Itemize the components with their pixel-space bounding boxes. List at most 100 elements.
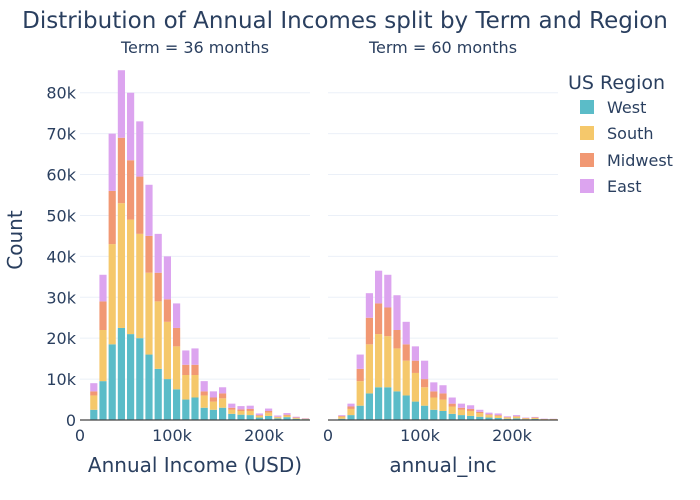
bar-1-west-0[interactable]	[338, 418, 346, 420]
bar-1-midwest-16[interactable]	[485, 414, 493, 416]
bar-0-west-7[interactable]	[154, 368, 162, 420]
bar-0-south-10[interactable]	[182, 375, 190, 400]
bar-1-west-9[interactable]	[421, 405, 429, 420]
bar-1-east-14[interactable]	[467, 405, 475, 409]
bar-0-west-4[interactable]	[127, 334, 135, 420]
bar-0-midwest-11[interactable]	[191, 364, 199, 375]
bar-1-south-6[interactable]	[393, 348, 401, 392]
bar-0-south-1[interactable]	[99, 330, 107, 382]
bar-1-midwest-10[interactable]	[430, 391, 438, 398]
bar-0-east-13[interactable]	[209, 391, 217, 398]
bar-0-south-14[interactable]	[219, 398, 227, 408]
bar-1-east-17[interactable]	[494, 413, 502, 416]
bar-0-midwest-8[interactable]	[163, 299, 171, 322]
bar-0-east-0[interactable]	[90, 383, 98, 392]
bar-1-midwest-9[interactable]	[421, 379, 429, 388]
bar-0-east-5[interactable]	[136, 121, 144, 177]
bar-0-east-20[interactable]	[274, 415, 282, 417]
bar-1-east-16[interactable]	[485, 412, 493, 415]
bar-1-east-4[interactable]	[375, 270, 383, 304]
bar-1-west-11[interactable]	[439, 411, 447, 420]
bar-0-west-15[interactable]	[228, 413, 236, 420]
bar-0-south-4[interactable]	[127, 219, 135, 335]
bar-1-east-8[interactable]	[411, 346, 419, 361]
bar-0-south-20[interactable]	[274, 417, 282, 419]
bar-1-south-0[interactable]	[338, 416, 346, 419]
bar-1-west-4[interactable]	[375, 387, 383, 420]
bar-0-west-16[interactable]	[237, 414, 245, 420]
bar-1-east-0[interactable]	[338, 415, 346, 416]
bar-0-south-11[interactable]	[191, 375, 199, 398]
bar-0-east-8[interactable]	[163, 256, 171, 300]
bar-0-south-15[interactable]	[228, 409, 236, 414]
bar-0-east-19[interactable]	[265, 408, 273, 411]
bar-0-east-10[interactable]	[182, 350, 190, 365]
bar-0-south-2[interactable]	[108, 244, 116, 345]
bar-0-east-7[interactable]	[154, 233, 162, 273]
bar-1-midwest-0[interactable]	[338, 415, 346, 417]
bar-1-east-13[interactable]	[457, 403, 465, 408]
bar-1-south-20[interactable]	[522, 418, 530, 420]
bar-0-east-11[interactable]	[191, 348, 199, 365]
bar-0-east-15[interactable]	[228, 403, 236, 408]
bar-1-west-1[interactable]	[347, 415, 355, 420]
bar-1-south-3[interactable]	[365, 344, 373, 394]
bar-0-west-21[interactable]	[283, 417, 291, 420]
bar-0-south-13[interactable]	[209, 401, 217, 410]
bar-0-east-1[interactable]	[99, 274, 107, 302]
bar-0-west-1[interactable]	[99, 381, 107, 420]
bar-0-south-22[interactable]	[292, 417, 300, 419]
bar-0-south-18[interactable]	[255, 415, 263, 418]
bar-1-south-7[interactable]	[402, 360, 410, 396]
bar-1-west-7[interactable]	[402, 395, 410, 420]
bar-0-south-6[interactable]	[145, 272, 153, 355]
bar-1-midwest-4[interactable]	[375, 303, 383, 335]
bar-1-east-21[interactable]	[531, 416, 539, 418]
bar-0-midwest-4[interactable]	[127, 160, 135, 220]
bar-0-south-3[interactable]	[117, 203, 125, 328]
bar-1-east-10[interactable]	[430, 382, 438, 392]
bar-1-east-11[interactable]	[439, 385, 447, 394]
bar-0-east-6[interactable]	[145, 184, 153, 236]
bar-1-midwest-19[interactable]	[513, 416, 521, 417]
bar-1-east-2[interactable]	[356, 354, 364, 369]
bar-1-south-9[interactable]	[421, 387, 429, 406]
bar-0-east-21[interactable]	[283, 413, 291, 415]
bar-0-west-0[interactable]	[90, 409, 98, 420]
bar-1-midwest-8[interactable]	[411, 360, 419, 373]
bar-0-midwest-9[interactable]	[173, 327, 181, 347]
bar-1-west-17[interactable]	[494, 417, 502, 420]
bar-0-west-18[interactable]	[255, 417, 263, 420]
bar-0-south-17[interactable]	[246, 411, 254, 416]
bar-0-midwest-21[interactable]	[283, 414, 291, 416]
bar-0-midwest-14[interactable]	[219, 393, 227, 399]
bar-1-west-10[interactable]	[430, 409, 438, 420]
bar-1-east-9[interactable]	[421, 360, 429, 380]
bar-1-midwest-15[interactable]	[476, 411, 484, 414]
bar-0-west-14[interactable]	[219, 407, 227, 420]
bar-0-west-6[interactable]	[145, 354, 153, 420]
bar-0-midwest-0[interactable]	[90, 391, 98, 396]
bar-0-west-17[interactable]	[246, 415, 254, 420]
bar-1-south-11[interactable]	[439, 399, 447, 411]
bar-1-west-2[interactable]	[356, 405, 364, 420]
bar-0-south-9[interactable]	[173, 346, 181, 390]
bar-0-south-12[interactable]	[200, 395, 208, 408]
bar-1-south-14[interactable]	[467, 411, 475, 416]
bar-0-midwest-15[interactable]	[228, 407, 236, 410]
bar-0-west-12[interactable]	[200, 407, 208, 420]
bar-0-midwest-10[interactable]	[182, 364, 190, 375]
bar-1-south-18[interactable]	[503, 417, 511, 419]
bar-0-east-12[interactable]	[200, 381, 208, 392]
bar-1-midwest-7[interactable]	[402, 344, 410, 361]
bar-1-midwest-12[interactable]	[448, 403, 456, 407]
bar-1-midwest-1[interactable]	[347, 406, 355, 409]
bar-0-east-18[interactable]	[255, 413, 263, 416]
bar-1-east-3[interactable]	[365, 293, 373, 318]
bar-0-midwest-19[interactable]	[265, 411, 273, 413]
bar-1-east-12[interactable]	[448, 397, 456, 404]
bar-1-midwest-6[interactable]	[393, 330, 401, 349]
bar-1-west-18[interactable]	[503, 418, 511, 420]
bar-0-west-19[interactable]	[265, 415, 273, 420]
bar-1-south-10[interactable]	[430, 397, 438, 410]
